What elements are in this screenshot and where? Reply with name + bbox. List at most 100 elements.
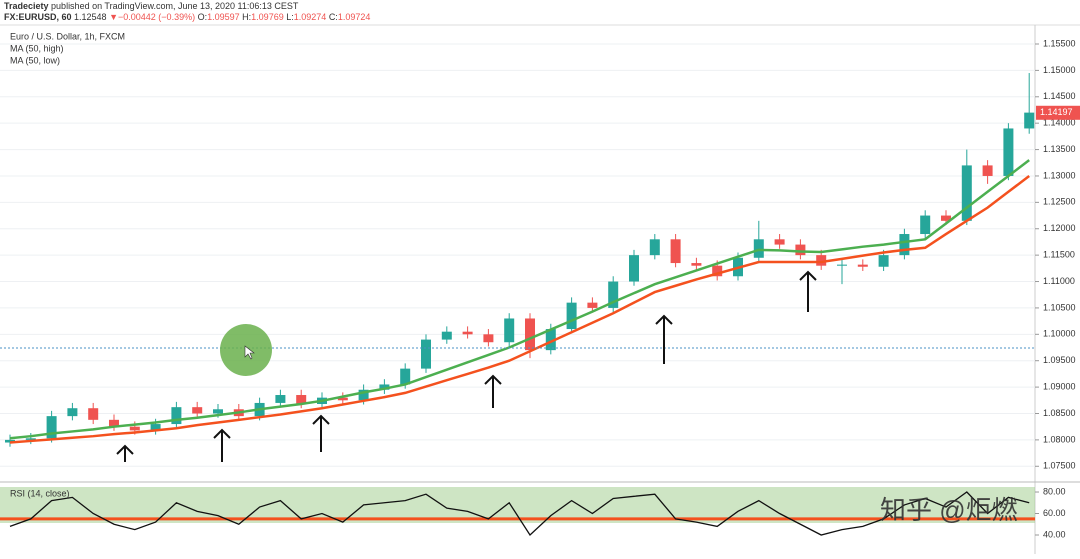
symbol: FX:EURUSD, 60: [4, 12, 72, 22]
h-label: H:: [242, 12, 251, 22]
c: 1.09724: [338, 12, 371, 22]
o-label: O:: [198, 12, 208, 22]
candle-body: [213, 409, 223, 414]
y-tick-label: 1.14500: [1043, 91, 1076, 101]
candle-body: [816, 255, 827, 266]
y-tick-label: 80.00: [1043, 486, 1066, 496]
arrow: [484, 374, 502, 408]
y-tick-label: 1.13000: [1043, 170, 1076, 180]
y-tick-label: 1.14000: [1043, 118, 1076, 128]
candle-body: [629, 255, 639, 282]
candle-body: [88, 408, 99, 420]
y-tick-label: 1.11500: [1043, 250, 1075, 260]
candle-body: [1003, 128, 1014, 176]
candle-body: [753, 239, 764, 258]
series-line: [9, 491, 1030, 537]
last-price-label: 1.14197: [1040, 107, 1073, 117]
candle-body: [441, 331, 452, 340]
y-tick-label: 1.10500: [1043, 302, 1076, 312]
candle-body: [982, 165, 993, 176]
candle-body: [462, 331, 473, 335]
candle-body: [566, 302, 577, 330]
candle-body: [920, 215, 931, 235]
y-tick-label: 1.11000: [1043, 276, 1075, 286]
y-tick-label: 1.07500: [1043, 461, 1076, 471]
y-tick-label: 40.00: [1043, 529, 1066, 539]
series-line: [9, 159, 1030, 440]
main-pane: 1.07500 1.08000 1.08500 1.09000 1.09500 1.100…: [0, 38, 1080, 539]
arrow: [213, 428, 231, 462]
candle-body: [837, 264, 847, 266]
main-title: Euro / U.S. Dollar, 1h, FXCM: [10, 31, 125, 41]
publisher: Tradeciety: [4, 1, 49, 11]
candle-body: [379, 384, 390, 390]
y-tick-label: 1.15000: [1043, 65, 1076, 75]
change: −0.00442 (−0.39%): [118, 12, 195, 22]
candle-body: [712, 265, 723, 277]
candle-body: [46, 416, 57, 439]
y-tick-label: 1.10000: [1043, 329, 1076, 339]
rsi-title: RSI (14, close): [10, 488, 70, 498]
candle-body: [129, 426, 140, 431]
arrow: [116, 444, 134, 462]
y-tick-label: 1.12000: [1043, 223, 1076, 233]
candle-body: [899, 234, 910, 256]
arrow: [799, 270, 817, 312]
legend-entry: MA (50, low): [10, 55, 60, 65]
l-label: L:: [286, 12, 294, 22]
candle-body: [504, 318, 515, 343]
y-tick-label: 1.13500: [1043, 144, 1076, 154]
h: 1.09769: [251, 12, 284, 22]
candle-body: [109, 419, 119, 427]
candle-body: [192, 407, 203, 414]
candle-body: [941, 215, 951, 221]
y-tick-label: 1.12500: [1043, 197, 1076, 207]
candle-body: [150, 424, 161, 431]
y-tick-label: 1.08000: [1043, 434, 1076, 444]
cursor: [244, 345, 255, 360]
candle-body: [296, 395, 307, 404]
y-tick-label: 1.09500: [1043, 355, 1076, 365]
arrow: [655, 314, 673, 364]
y-tick-label: 1.15500: [1043, 38, 1076, 48]
candle-body: [337, 397, 348, 401]
candle-body: [483, 334, 494, 343]
legend-entry: MA (50, high): [10, 43, 64, 53]
price: 1.12548: [74, 12, 107, 22]
candle-body: [608, 281, 619, 308]
candle-body: [421, 339, 431, 369]
header-line-1: Tradeciety published on TradingView.com,…: [4, 1, 299, 11]
arrow: [312, 414, 330, 452]
last-price-box: [1036, 105, 1080, 120]
candle-body: [670, 239, 681, 264]
y-tick-label: 1.08500: [1043, 408, 1076, 418]
c-label: C:: [329, 12, 338, 22]
candle-body: [5, 439, 15, 443]
candle-body: [275, 395, 286, 403]
o: 1.09597: [207, 12, 240, 22]
y-tick-label: 1.09000: [1043, 381, 1076, 391]
published: published on TradingView.com, June 13, 2…: [51, 1, 299, 11]
candle-body: [649, 239, 660, 256]
candle-body: [171, 407, 182, 425]
candle-body: [358, 389, 369, 401]
candle-body: [691, 263, 702, 266]
candle-body: [67, 408, 78, 417]
candle-body: [961, 165, 972, 221]
candle-body: [25, 438, 36, 440]
candle-body: [525, 318, 535, 351]
arrows: [116, 270, 817, 462]
l: 1.09274: [294, 12, 327, 22]
y-tick-label: 60.00: [1043, 508, 1066, 518]
candle-body: [878, 255, 889, 267]
arrow: ▼: [109, 12, 118, 22]
candle-body: [545, 329, 556, 351]
candle-body: [857, 264, 868, 267]
header-line-2: FX:EURUSD, 60 1.12548 ▼−0.00442 (−0.39%)…: [4, 12, 370, 22]
rsi-band: [0, 487, 1035, 523]
candle-body: [400, 368, 411, 385]
candle-body: [795, 244, 806, 256]
watermark: 知乎 @炬燃: [880, 495, 1018, 525]
